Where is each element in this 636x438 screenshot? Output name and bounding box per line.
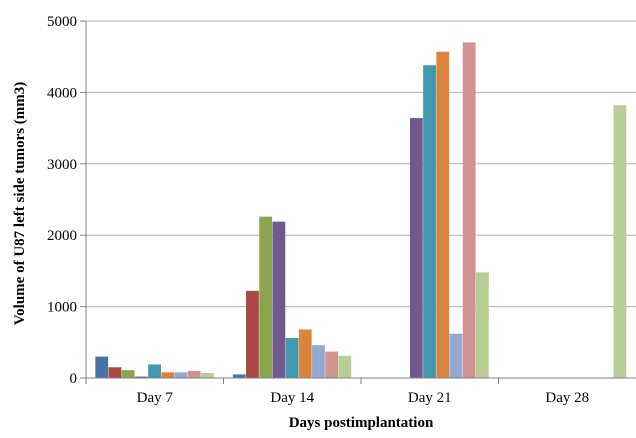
x-tick-label: Day 28 (545, 390, 589, 406)
x-axis-title: Days postimplantation (289, 415, 434, 431)
bar-3-6 (436, 51, 450, 379)
bar-2-7 (312, 345, 325, 378)
x-tick-label: Day 7 (137, 390, 174, 406)
bar-1-6 (161, 372, 175, 378)
bar-3-5 (423, 65, 436, 378)
y-axis-title: Volume of U87 left side tumors (mm3) (12, 82, 28, 326)
bar-1-4 (134, 376, 148, 378)
bars (95, 42, 627, 379)
bar-1-7 (174, 372, 188, 378)
bar-2-3 (259, 216, 273, 378)
bar-4-9 (613, 105, 627, 378)
y-tick-label: 2000 (47, 228, 77, 244)
x-tick-label: Day 21 (408, 390, 452, 406)
bar-1-5 (148, 364, 161, 378)
y-tick-label: 3000 (47, 157, 77, 173)
bar-2-1 (232, 374, 246, 378)
bar-3-8 (462, 42, 476, 379)
bar-3-4 (409, 118, 423, 378)
bar-2-4 (272, 221, 286, 378)
bar-2-2 (246, 290, 259, 378)
gridlines (86, 20, 636, 308)
y-tick-label: 4000 (47, 85, 77, 101)
bar-3-9 (475, 272, 489, 378)
bar-2-5 (285, 338, 299, 378)
y-tick-label: 1000 (47, 300, 77, 316)
bar-2-8 (325, 351, 339, 378)
bar-1-2 (108, 367, 122, 378)
tick-labels: 0 1000 2000 3000 4000 5000 Day 7 Day 14 Day 21 Da… (47, 14, 589, 406)
y-tick-label: 5000 (47, 14, 77, 30)
bar-1-8 (187, 370, 201, 378)
x-tick-label: Day 14 (270, 390, 314, 406)
bar-3-7 (449, 333, 463, 378)
bar-2-6 (298, 329, 312, 378)
y-tick-label: 0 (70, 371, 78, 387)
bar-1-9 (200, 373, 214, 378)
bar-2-9 (338, 355, 352, 378)
bar-1-3 (121, 370, 135, 378)
bar-1-1 (95, 356, 109, 378)
axes (80, 20, 636, 384)
